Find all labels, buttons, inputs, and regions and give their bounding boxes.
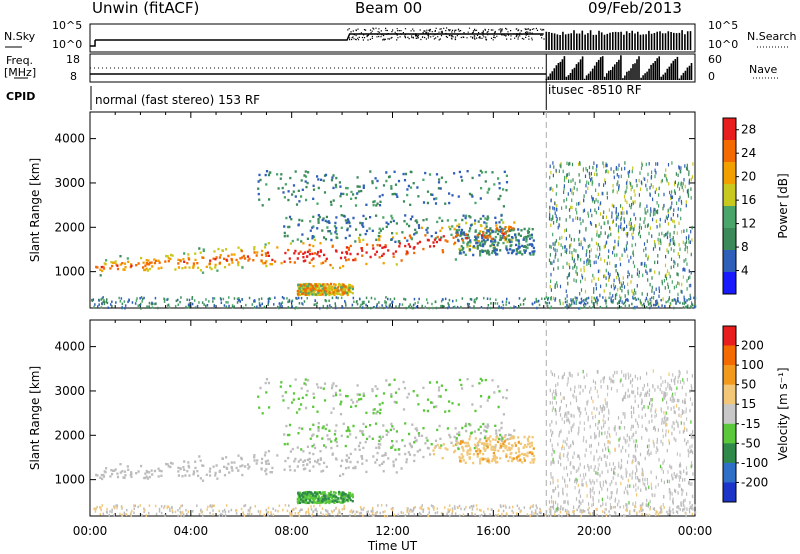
velocity-colorbar-segment-6 — [723, 443, 736, 464]
velocity-colorbar-label-4: -15 — [741, 417, 761, 431]
velocity-ylabel: Slant Range [km] — [28, 366, 42, 470]
nave-label: Nave — [749, 63, 778, 76]
power-colorbar-label-6: 28 — [741, 123, 756, 137]
power-colorbar-label-2: 12 — [741, 217, 756, 231]
power-colorbar-label-3: 16 — [741, 193, 756, 207]
power-colorbar-segment-5 — [723, 228, 736, 251]
xtick-label-2: 08:00 — [274, 524, 309, 538]
power-echo-cells — [91, 161, 697, 310]
velocity-colorbar-segment-4 — [723, 404, 736, 425]
power-colorbar-segment-4 — [723, 206, 736, 229]
xtick-label-1: 04:00 — [174, 524, 209, 538]
power-colorbar-label-1: 8 — [741, 240, 749, 254]
power-colorbar-title: Power [dB] — [776, 173, 790, 238]
power-colorbar-segment-0 — [723, 118, 736, 141]
power-colorbar-frame — [722, 117, 737, 295]
nave-tick-low: 0 — [708, 70, 715, 83]
power-panel-frame — [89, 111, 696, 309]
power-colorbar-label-4: 20 — [741, 170, 756, 184]
freq-unit-label: [MHz] — [4, 66, 37, 79]
power-cells-color-2 — [93, 161, 697, 310]
nsky-label: N.Sky — [4, 30, 36, 43]
velocity-cells-color-2 — [93, 369, 694, 518]
velocity-colorbar-label-6: -100 — [741, 456, 768, 470]
velocity-ytick-label-1000: 1000 — [54, 473, 85, 487]
xtick-label-3: 12:00 — [375, 524, 410, 538]
freq-tick-low: 8 — [70, 70, 77, 83]
power-ytick-label-4000: 4000 — [54, 132, 85, 146]
xtick-label-6: 00:00 — [678, 524, 713, 538]
velocity-colorbar-title: Velocity [m s⁻¹] — [776, 367, 790, 460]
velocity-ytick-label-4000: 4000 — [54, 340, 85, 354]
cpid-label: CPID — [6, 90, 36, 103]
power-colorbar-segment-2 — [723, 162, 736, 185]
power-colorbar-label-5: 24 — [741, 146, 756, 160]
velocity-colorbar-segment-3 — [723, 384, 736, 405]
freq-tick-high: 18 — [66, 53, 80, 66]
cpid-mode-right: itusec -8510 RF — [548, 83, 642, 97]
velocity-cells-color-4 — [459, 439, 535, 463]
nsearch-label: N.Search — [747, 30, 797, 43]
velocity-colorbar-label-2: 50 — [741, 378, 756, 392]
noise-bars-itusec — [545, 30, 692, 50]
velocity-colorbar-label-5: -50 — [741, 436, 761, 450]
power-cells-color-6 — [100, 232, 505, 269]
velocity-colorbar-segment-1 — [723, 345, 736, 366]
power-ytick-label-3000: 3000 — [54, 176, 85, 190]
velocity-colorbar-segment-8 — [723, 482, 736, 503]
noise-tick-low-left: 10^0 — [52, 38, 83, 51]
velocity-colorbar-segment-0 — [723, 326, 736, 346]
beam-title: Beam 00 — [355, 0, 423, 17]
noise-sky-trace — [90, 33, 544, 47]
noise-tick-low-right: 10^0 — [708, 38, 739, 51]
velocity-colorbar-frame — [722, 325, 737, 503]
nave-tick-high: 60 — [708, 53, 722, 66]
xtick-label-5: 20:00 — [577, 524, 612, 538]
velocity-colorbar-segment-5 — [723, 423, 736, 444]
power-ytick-label-1000: 1000 — [54, 265, 85, 279]
xtick-label-4: 16:00 — [476, 524, 511, 538]
power-colorbar-segment-1 — [723, 140, 736, 163]
power-ytick-label-2000: 2000 — [54, 220, 85, 234]
power-ylabel: Slant Range [km] — [28, 158, 42, 262]
velocity-panel-frame — [89, 319, 696, 517]
noise-search-scatter — [347, 27, 545, 41]
noise-panel-frame — [89, 23, 696, 53]
velocity-echo-cells — [93, 369, 697, 518]
noise-tick-high-left: 10^5 — [52, 19, 83, 32]
velocity-colorbar-segment-7 — [723, 462, 736, 483]
station-title: Unwin (fitACF) — [92, 0, 200, 17]
velocity-colorbar-label-7: -200 — [741, 475, 768, 489]
cpid-mode-left: normal (fast stereo) 153 RF — [95, 93, 261, 107]
nave-bars-itusec — [545, 55, 693, 80]
power-colorbar-segment-7 — [723, 272, 736, 295]
power-cells-color-0 — [99, 221, 516, 297]
date-title: 09/Feb/2013 — [588, 0, 682, 17]
velocity-cells-color-3 — [297, 490, 354, 504]
x-axis-title: Time UT — [367, 539, 418, 553]
velocity-ytick-label-3000: 3000 — [54, 384, 85, 398]
velocity-ytick-label-2000: 2000 — [54, 428, 85, 442]
power-colorbar-segment-3 — [723, 184, 736, 207]
velocity-colorbar-segment-2 — [723, 365, 736, 385]
power-colorbar-segment-6 — [723, 250, 736, 273]
power-colorbar-label-0: 4 — [741, 264, 749, 278]
velocity-colorbar-label-0: 200 — [741, 339, 764, 353]
velocity-colorbar-label-1: 100 — [741, 358, 764, 372]
velocity-colorbar-label-3: 15 — [741, 397, 756, 411]
noise-tick-high-right: 10^5 — [708, 19, 739, 32]
xtick-label-0: 00:00 — [73, 524, 108, 538]
power-cells-color-4 — [92, 161, 696, 310]
freq-label: Freq. — [6, 54, 34, 67]
